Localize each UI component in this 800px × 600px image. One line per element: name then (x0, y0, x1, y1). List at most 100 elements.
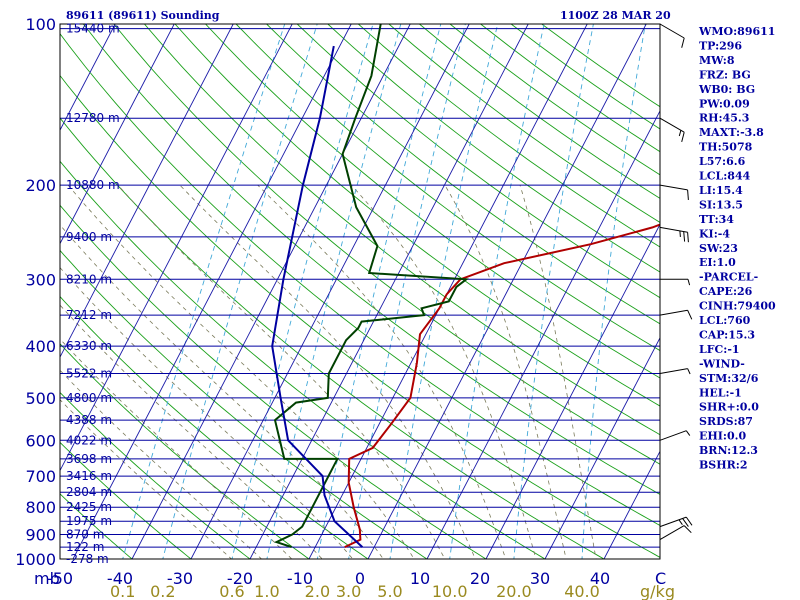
mixing-ratio-label: 3.0 (336, 582, 361, 600)
background-grid (60, 24, 660, 559)
isotherm (72, 24, 352, 559)
mixing-ratio-line (162, 24, 318, 559)
index-line: L57:6.6 (699, 155, 746, 168)
index-line: PW:0.09 (699, 97, 750, 110)
dry-adiabat (60, 204, 487, 559)
index-line: FRZ: BG (699, 68, 751, 81)
mixing-ratio-labels: 0.1 0.2 0.6 1.0 2.0 3.0 5.0 10.0 20.0 40.0 (110, 582, 600, 600)
pressure-tick-label: 800 (25, 498, 56, 517)
mixing-ratio-label: 0.1 (110, 582, 135, 600)
pressure-tick-label: 1000 (15, 550, 56, 569)
isotherm (131, 24, 411, 559)
wind-barb-staff (659, 226, 688, 233)
index-line: WB0: BG (698, 83, 755, 96)
dry-adiabat (296, 24, 660, 299)
isotherm (603, 450, 660, 559)
index-line: LCL:844 (699, 170, 751, 183)
temperature-tick-label: 10 (410, 569, 430, 588)
index-line: EI:1.0 (699, 256, 736, 269)
pressure-tick-label: 500 (25, 389, 56, 408)
plot-area (60, 24, 660, 559)
dry-adiabat (60, 160, 546, 559)
height-label: 15440 m (66, 22, 120, 36)
wind-barb-flag (681, 132, 685, 143)
index-line: MAXT:-3.8 (699, 126, 764, 139)
dry-adiabat (60, 441, 192, 559)
index-line: -PARCEL- (699, 271, 758, 284)
temperature-tick-label: -50 (47, 569, 73, 588)
wind-barb (659, 430, 691, 441)
mixing-ratio-line (231, 24, 374, 559)
index-line: TP:296 (699, 39, 742, 52)
pressure-tick-label: 900 (25, 526, 56, 545)
moist-adiabat (67, 184, 415, 559)
dry-adiabat (60, 74, 660, 558)
mixing-ratio-label: 0.2 (150, 582, 175, 600)
wind-barb-staff (659, 23, 685, 39)
wind-barb-staff (659, 117, 685, 133)
height-label: 1975 m (66, 514, 112, 528)
index-line: LCL:760 (699, 314, 751, 327)
mixing-ratio-line (266, 24, 402, 559)
height-label: 2804 m (66, 485, 112, 499)
wind-barb (659, 516, 693, 528)
wind-barb-flag (687, 189, 689, 200)
mixing-ratio-label: 0.6 (219, 582, 244, 600)
dry-adiabat (60, 391, 251, 559)
mixing-ratio-label: 1.0 (254, 582, 279, 600)
wind-barb (659, 226, 689, 243)
index-line: TT:34 (699, 213, 734, 226)
height-label: 12780 m (66, 111, 120, 125)
dry-adiabat (60, 117, 605, 559)
moist-adiabat (350, 184, 537, 559)
wind-barb-flag (685, 516, 693, 526)
pressure-tick-label: 600 (25, 431, 56, 450)
moist-adiabat (60, 399, 233, 559)
wind-barb (660, 278, 691, 286)
moist-adiabat (117, 184, 446, 559)
wind-barb (659, 525, 692, 541)
index-line: WMO:89611 (698, 25, 775, 38)
index-line: BSHR:2 (699, 459, 748, 472)
isotherm (60, 24, 116, 132)
index-line: -WIND- (699, 357, 745, 370)
dry-adiabat (205, 24, 660, 379)
isotherm (60, 24, 234, 359)
height-label: 5522 m (66, 367, 112, 381)
isotherm (190, 24, 470, 559)
dry-adiabat (266, 24, 660, 325)
dry-adiabat (113, 24, 660, 465)
height-labels: 15440 m 12780 m 10880 m 9400 m 8210 m 7212 m 6… (66, 22, 120, 566)
pressure-tick-label: 700 (25, 467, 56, 486)
wind-barb-flag (678, 130, 682, 137)
index-line: STM:32/6 (699, 372, 759, 385)
isotherm (485, 223, 660, 559)
wind-barb-flag (687, 368, 691, 375)
temperature-tick-label: 30 (530, 569, 550, 588)
temperature-tick-label: -10 (287, 569, 313, 588)
pressure-tick-label: 300 (25, 270, 56, 289)
temperature-trace (344, 223, 660, 549)
moist-adiabat (60, 369, 263, 559)
mixing-ratio-label: 2.0 (305, 582, 330, 600)
wind-barb-flag (687, 232, 689, 243)
mixing-ratio-label: 40.0 (564, 582, 600, 600)
index-line: LFC:-1 (699, 343, 740, 356)
index-line: CAP:15.3 (699, 328, 755, 341)
temperature-tick-label: -30 (167, 569, 193, 588)
wind-barb-flag (685, 430, 691, 436)
wind-barb (659, 117, 685, 143)
wind-barb-flag (679, 230, 681, 237)
dry-adiabat (358, 24, 660, 248)
traces (271, 24, 660, 549)
pressure-tick-label: 400 (25, 337, 56, 356)
chart-datetime: 1100Z 28 MAR 20 (560, 9, 671, 22)
index-line: SI:13.5 (699, 198, 743, 211)
mixing-ratio-line (449, 24, 545, 559)
moist-adiabat (444, 184, 567, 559)
wind-barbs (659, 23, 693, 541)
moist-adiabat (519, 184, 597, 559)
wind-barb-flag (678, 519, 683, 525)
